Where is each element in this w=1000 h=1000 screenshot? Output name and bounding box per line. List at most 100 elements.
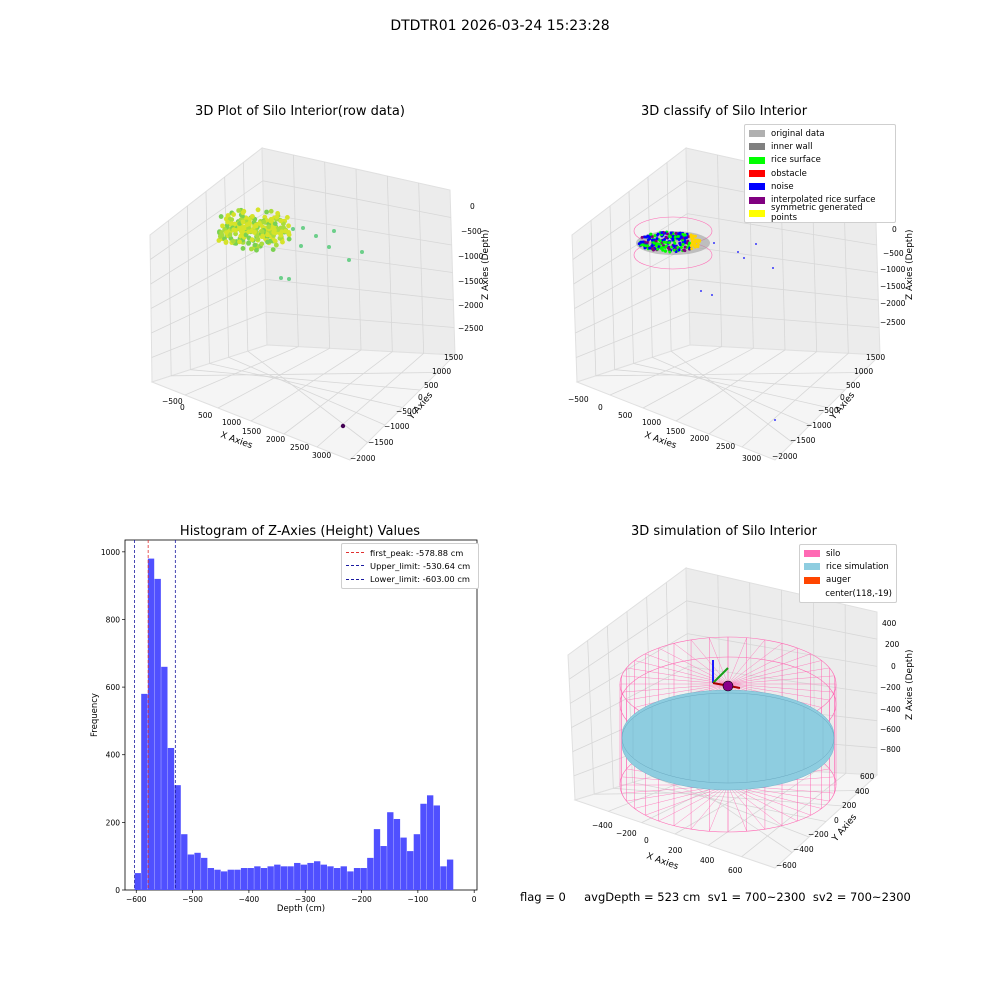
legend-item: obstacle [749,167,891,180]
legend-item: interpolated rice surface [749,193,891,206]
histogram-bar [307,862,314,890]
histogram-bar [280,866,288,890]
plot4-z-label: Z Axies (Depth) [905,649,915,720]
cloud-point [275,211,281,216]
plot4-x-tick: −200 [616,829,637,838]
classified-point [664,235,668,239]
classified-point [676,246,680,250]
cloud-point [268,208,274,214]
legend-swatch [749,130,765,138]
plot1-y-tick: 500 [424,381,439,390]
cloud-point [236,208,242,213]
classified-point [661,248,665,252]
plot4-x-tick: 600 [728,866,743,875]
plot2-y-tick: 500 [846,381,861,390]
histogram-bar [320,864,328,890]
silo-spoke [690,639,729,685]
classified-point [650,238,654,242]
classified-point [682,248,686,252]
legend-swatch [749,170,765,178]
legend-swatch [804,590,819,597]
plot4-y-tick: 200 [842,801,857,810]
noise-point [774,419,776,421]
plot2-title: 3D classify of Silo Interior [640,104,808,119]
noise-point [711,294,713,296]
classified-point [660,231,664,235]
plot2-y-tick: −1500 [790,436,816,445]
cloud-point [314,234,318,238]
histogram-bar [187,854,195,890]
cloud-point [255,207,261,213]
silo-spoke [727,660,822,685]
plot3-title: Histogram of Z-Axies (Height) Values [179,524,421,539]
histogram-bar [167,747,175,890]
legend-item: auger [804,574,892,587]
plot1-z-tick: −1500 [458,277,484,286]
classified-point [679,235,683,239]
silo-spoke [727,653,811,685]
legend-label: auger [826,575,851,586]
plot1-x-tick: 1000 [222,418,241,427]
classified-point [658,239,662,243]
plot1-title: 3D Plot of Silo Interior(row data) [195,104,405,119]
cloud-point [347,258,351,262]
plot3-bars [134,558,454,890]
histogram-bar [300,864,308,890]
classified-point [696,242,700,246]
classified-point [637,242,641,246]
plot4-x-tick: 400 [700,856,715,865]
center-marker [722,680,734,692]
classified-point [654,239,658,243]
histogram-bar [214,869,221,890]
plot1-x-tick: 1500 [242,427,261,436]
plot4-title: 3D simulation of Silo Interior [631,524,817,539]
histogram-bar [220,871,228,890]
histogram-bar [174,785,181,890]
histogram-bar [194,852,201,890]
histogram-bar [367,857,374,890]
classified-point [650,235,654,239]
plot1-x-tick: 3000 [312,451,331,460]
histogram-bar [287,866,294,890]
cloud-point [301,226,305,230]
cloud-point [246,229,252,235]
histogram-bar [314,861,321,890]
classified-point [659,246,663,250]
classified-point [679,245,683,249]
cloud-point [216,238,222,243]
classified-point [677,238,681,242]
classified-point [655,242,659,246]
legend-label: first_peak: -578.88 cm [370,547,464,558]
classified-point [695,240,699,244]
cloud-point [280,239,285,245]
grid-line [190,369,421,391]
histogram-bar [274,864,281,890]
cloud-point [240,246,246,251]
plot2-x-tick: 1000 [642,418,661,427]
plot2-x-tick: 2000 [690,434,709,443]
plot2-z-tick: −1000 [880,265,906,274]
cloud-point [259,241,265,247]
legend-label: obstacle [771,168,807,179]
plot1-y-tick: −1500 [368,438,394,447]
cloud-point [237,239,242,245]
noise-point [743,257,745,259]
plot4-legend: silo rice simulation auger center(118,-1… [799,544,897,604]
cloud-point [286,236,292,242]
classified-point [681,232,685,236]
x-tick-label: −100 [408,895,429,904]
classified-point [640,235,644,239]
x-tick-label: 0 [472,895,477,904]
plot3-x-ticks: −600 −500 −400 −300 −200 −100 0 [126,890,477,904]
y-tick-label: 600 [106,683,121,692]
plot2-z-tick: −2500 [880,318,906,327]
legend-label: Upper_limit: -530.64 cm [370,560,471,571]
plot1-y-tick: −2000 [350,454,376,463]
classified-point [672,248,676,252]
auger-axis-y [712,667,729,684]
classified-point [683,245,687,249]
plot2-y-tick: 1500 [866,353,885,362]
silo-spoke [727,643,783,685]
legend-item: symmetric generated points [749,203,891,223]
plot1-y-tick: 1000 [432,367,451,376]
